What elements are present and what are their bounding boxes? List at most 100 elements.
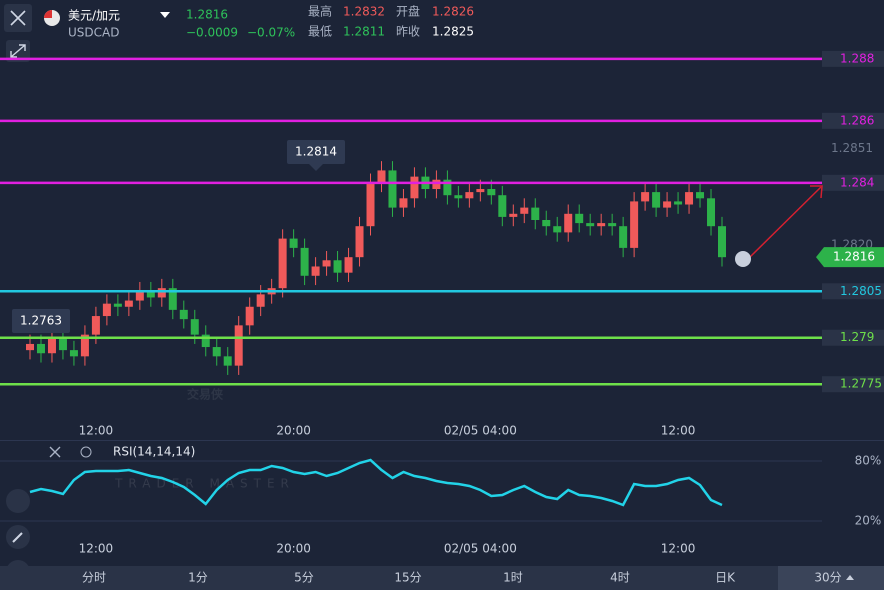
candle-body <box>135 291 144 301</box>
candle-body <box>234 325 243 366</box>
pen-icon <box>12 532 23 543</box>
candle-body <box>36 343 45 354</box>
flag-part <box>44 10 52 18</box>
candle-body <box>674 201 683 205</box>
change: −0.0009 <box>186 26 238 40</box>
indicator-button[interactable] <box>6 489 30 513</box>
rsi-close-icon[interactable] <box>49 446 61 458</box>
candle-body <box>80 334 89 357</box>
dropdown-icon[interactable] <box>160 12 170 18</box>
annotation-label: 1.2814 <box>295 145 337 159</box>
arrow-head <box>810 185 823 199</box>
rsi-settings-icon[interactable] <box>80 446 92 458</box>
candle-body <box>454 195 463 199</box>
last-price-tag <box>816 247 884 268</box>
change-pct: −0.07% <box>247 26 295 40</box>
tab-bar <box>0 566 884 590</box>
candle-body <box>58 337 67 351</box>
expand-icon <box>10 44 26 58</box>
candle-body <box>102 303 111 317</box>
level-tag <box>822 174 884 191</box>
candle-body <box>597 223 606 227</box>
pair-title[interactable]: 美元/加元 <box>68 9 120 23</box>
candle-body <box>333 260 342 273</box>
stat-value: 1.2832 <box>343 5 385 19</box>
x-tick-label: 20:00 <box>276 542 311 556</box>
candle-body <box>586 223 595 227</box>
candle-body <box>619 226 628 248</box>
candle-body <box>212 347 221 357</box>
last-price-label: 1.2816 <box>833 250 875 264</box>
trend-arrow <box>749 186 822 258</box>
tab[interactable]: 5分 <box>294 571 314 585</box>
candle-body <box>179 309 188 320</box>
candle-body <box>641 192 650 202</box>
candle-body <box>696 192 705 199</box>
candle-body <box>69 350 78 357</box>
x-tick-label: 20:00 <box>276 424 311 438</box>
stat-value: 1.2811 <box>343 25 385 39</box>
level-label: 1.2775 <box>840 377 882 391</box>
x-tick-label: 12:00 <box>79 424 114 438</box>
candle-body <box>300 247 309 276</box>
stat-label: 昨收 <box>396 25 420 39</box>
candle-body <box>487 189 496 196</box>
candle-body <box>476 189 485 193</box>
stat-label: 最高 <box>308 4 332 19</box>
tab[interactable]: 1时 <box>503 571 523 585</box>
tab[interactable]: 15分 <box>394 571 421 585</box>
candle-body <box>91 316 100 335</box>
level-label: 1.279 <box>840 330 874 344</box>
candle-body <box>377 170 386 183</box>
x-tick-label: 12:00 <box>661 424 696 438</box>
candle-body <box>113 303 122 307</box>
info-icon <box>735 251 751 267</box>
candle-body <box>256 294 265 307</box>
candle-body <box>531 207 540 220</box>
candle-body <box>344 257 353 273</box>
candle-body <box>520 207 529 214</box>
tab[interactable]: 1分 <box>188 571 208 585</box>
tab[interactable]: 4时 <box>610 571 630 585</box>
candle-body <box>146 291 155 298</box>
annotation-pointer <box>309 164 323 171</box>
candle-body <box>388 170 397 208</box>
candle-body <box>124 300 133 307</box>
stat-label: 开盘 <box>396 4 420 19</box>
candle-body <box>542 220 551 227</box>
candle-body <box>278 238 287 289</box>
level-label: 1.288 <box>840 51 874 65</box>
candle-body <box>564 213 573 233</box>
candle-body <box>718 226 726 258</box>
candle-body <box>553 226 562 233</box>
candle-body <box>355 226 364 258</box>
candle-body <box>707 198 716 227</box>
candle-body <box>608 223 617 227</box>
rsi-line <box>29 458 723 507</box>
level-label: 1.284 <box>840 175 874 189</box>
candle-body <box>47 337 56 354</box>
candle-body <box>630 201 639 248</box>
watermark: 交易侠 <box>187 387 224 402</box>
candle-body <box>663 201 672 208</box>
candle-body <box>685 192 694 205</box>
tab[interactable]: 日K <box>715 571 736 585</box>
candle-body <box>465 192 474 199</box>
level-tag <box>822 112 884 129</box>
candle-body <box>157 288 166 298</box>
tab[interactable]: 分时 <box>82 571 106 585</box>
y-tick-label: 80% <box>855 454 882 468</box>
candle-body <box>168 288 177 310</box>
x-tick-label: 12:00 <box>661 542 696 556</box>
tab[interactable]: 30分 <box>814 571 841 585</box>
pane-divider <box>0 440 884 441</box>
candle-body <box>509 213 518 217</box>
candle-body <box>245 306 254 326</box>
level-tag <box>822 376 884 393</box>
level-label: 1.2805 <box>840 284 882 298</box>
candle-body <box>410 176 419 199</box>
candle-body <box>575 213 584 224</box>
